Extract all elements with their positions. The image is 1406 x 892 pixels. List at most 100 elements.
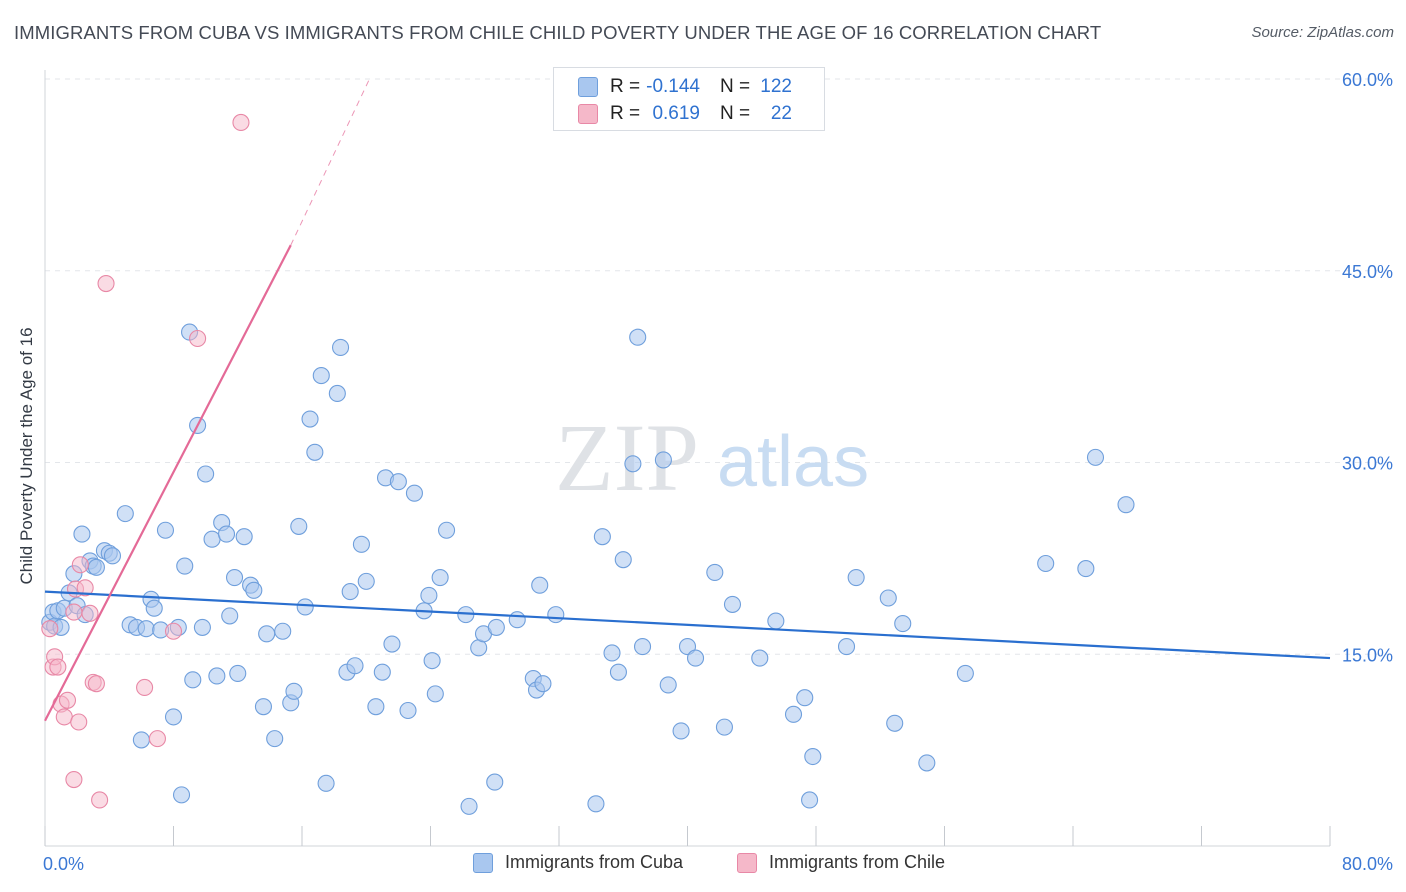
cuba-point [87, 558, 105, 576]
cuba-point [1086, 448, 1105, 466]
cuba-point [767, 612, 785, 630]
legend-n-label: N = [720, 103, 751, 124]
series-legend: Immigrants from Cuba Immigrants from Chi… [0, 852, 1406, 878]
watermark: ZIP atlas [555, 404, 869, 511]
trendlines [44, 78, 1331, 722]
legend-swatch-cuba [578, 77, 598, 97]
cuba-point [1077, 560, 1095, 578]
cuba-point [894, 615, 912, 633]
cuba-point [1037, 554, 1055, 573]
cuba-point [784, 705, 803, 723]
correlation-legend: R = -0.144 N = 122 R = 0.619 N = 22 [553, 67, 825, 131]
cuba-point [624, 455, 642, 473]
cuba-point [341, 583, 359, 601]
cuba-point [487, 618, 505, 636]
cuba-point [654, 451, 672, 469]
x-tick-label: 0.0% [43, 854, 84, 874]
chile-point [97, 274, 115, 293]
chile-point [148, 730, 166, 748]
cuba-point [290, 517, 308, 535]
cuba-point [266, 730, 284, 748]
y-axis-label: Child Poverty Under the Age of 16 [17, 327, 36, 585]
chile-point [81, 604, 99, 622]
cuba-point [389, 473, 407, 491]
cuba-point [399, 701, 417, 720]
cuba-point [431, 568, 449, 587]
cuba-point [603, 644, 621, 662]
chile-point [55, 708, 73, 726]
legend-r-label: R = [610, 76, 641, 97]
cuba-point [296, 598, 314, 616]
cuba-point [405, 484, 423, 502]
chile-point [70, 713, 88, 731]
cuba-point [357, 572, 375, 590]
cuba-point [1117, 496, 1135, 514]
chile-point [189, 329, 207, 348]
cuba-point [486, 773, 504, 791]
cuba-point [254, 698, 273, 716]
x-tick-label: 80.0% [1342, 854, 1393, 874]
y-tick-label: 30.0% [1342, 454, 1393, 474]
cuba-point [317, 774, 335, 792]
series-chile-points [41, 113, 250, 809]
legend-r-label: R = [610, 103, 641, 124]
cuba-point [531, 576, 549, 594]
cuba-point [633, 638, 652, 656]
cuba-point [420, 586, 438, 604]
series-cuba-points [41, 323, 1135, 815]
cuba-point [956, 664, 974, 682]
legend-n-value: 122 [760, 76, 792, 97]
cuba-point [918, 754, 936, 772]
cuba-point [629, 328, 647, 346]
cuba-point [672, 722, 690, 740]
series-legend-chile[interactable]: Immigrants from Chile [737, 852, 945, 873]
cuba-point [346, 657, 364, 675]
cuba-point [145, 599, 163, 617]
cuba-point [274, 622, 292, 640]
series-legend-label-cuba: Immigrants from Cuba [505, 852, 684, 872]
cuba-point [508, 611, 526, 629]
y-tick-label: 60.0% [1342, 70, 1393, 90]
chile-point [65, 603, 83, 621]
cuba-point [423, 652, 441, 670]
cuba-point [73, 525, 91, 543]
series-legend-swatch-chile [737, 852, 757, 873]
cuba-point [587, 795, 605, 813]
chile-point [76, 579, 94, 597]
cuba-point [301, 410, 319, 428]
chile-point [58, 691, 77, 709]
cuba-point [367, 698, 385, 716]
series-legend-swatch-cuba [473, 852, 493, 873]
cuba-point [328, 384, 346, 403]
source-label: Source: ZipAtlas.com [1251, 24, 1394, 41]
cuba-point [217, 525, 236, 543]
cuba-point [659, 676, 677, 694]
cuba-point [547, 606, 565, 624]
cuba-point [534, 675, 552, 693]
cuba-point [886, 714, 904, 732]
cuba-point [176, 557, 194, 575]
cuba-point [245, 581, 263, 599]
chile-point [41, 620, 59, 638]
chart-title: IMMIGRANTS FROM CUBA VS IMMIGRANTS FROM … [14, 22, 1102, 43]
chile-trendline [44, 244, 292, 722]
cuba-point [796, 689, 814, 707]
cuba-point [593, 528, 611, 546]
cuba-point [258, 625, 276, 643]
cuba-point [751, 649, 769, 667]
cuba-point [837, 638, 856, 656]
tick-labels: 15.0% 30.0% 45.0% 60.0% 0.0% 80.0% [43, 70, 1393, 874]
legend-n-label: N = [720, 76, 751, 97]
cuba-point [184, 671, 202, 689]
cuba-point [172, 786, 191, 804]
cuba-point [609, 663, 627, 681]
cuba-point [614, 551, 632, 569]
gridlines [45, 78, 1393, 655]
y-tick-label: 15.0% [1342, 645, 1393, 665]
cuba-point [156, 521, 175, 539]
cuba-point [373, 663, 391, 681]
series-legend-cuba[interactable]: Immigrants from Cuba [473, 852, 683, 873]
cuba-point [197, 465, 215, 483]
cuba-point [801, 791, 819, 809]
